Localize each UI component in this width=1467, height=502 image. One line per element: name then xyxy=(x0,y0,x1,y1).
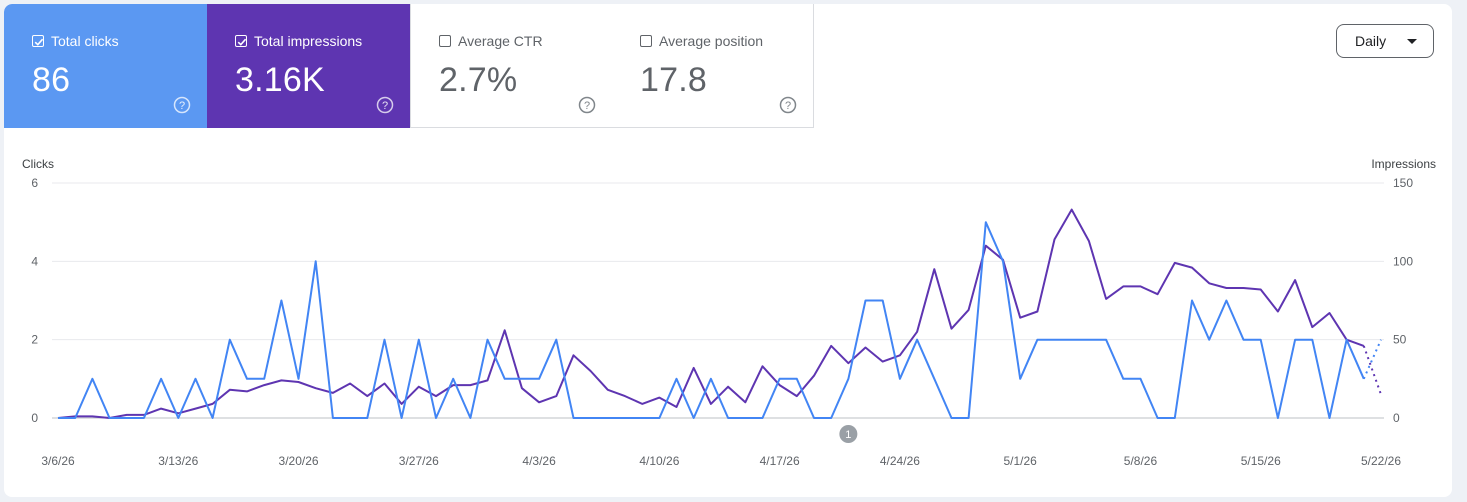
clicks-series-partial xyxy=(1362,339,1382,380)
svg-text:?: ? xyxy=(179,100,185,112)
left-tick-label: 6 xyxy=(31,176,38,190)
help-icon[interactable]: ? xyxy=(173,96,191,114)
total-clicks-checkbox[interactable] xyxy=(32,35,44,47)
x-tick-label: 4/3/26 xyxy=(522,454,556,468)
dropdown-arrow-icon xyxy=(1407,39,1417,44)
x-tick-label: 5/15/26 xyxy=(1241,454,1281,468)
right-axis-title: Impressions xyxy=(1371,157,1436,171)
average-position-tile[interactable]: Average position 17.8 ? xyxy=(612,4,814,128)
x-tick-label: 3/6/26 xyxy=(41,454,75,468)
svg-text:?: ? xyxy=(382,100,388,112)
x-tick-label: 4/24/26 xyxy=(880,454,920,468)
left-tick-label: 0 xyxy=(31,411,38,425)
x-tick-label: 5/22/26 xyxy=(1361,454,1401,468)
average-ctr-checkbox[interactable] xyxy=(439,35,451,47)
x-tick-label: 4/10/26 xyxy=(639,454,679,468)
total-clicks-tile[interactable]: Total clicks 86 ? xyxy=(4,4,207,128)
right-tick-label: 50 xyxy=(1393,333,1407,347)
left-tick-label: 4 xyxy=(31,254,38,268)
average-ctr-label-row: Average CTR xyxy=(439,33,543,49)
granularity-dropdown[interactable]: Daily xyxy=(1336,24,1434,58)
impressions-series-line xyxy=(57,208,1365,419)
chart-series xyxy=(57,208,1382,419)
average-ctr-tile[interactable]: Average CTR 2.7% ? xyxy=(410,4,613,128)
average-position-label-row: Average position xyxy=(640,33,763,49)
svg-text:?: ? xyxy=(785,100,791,112)
average-position-label: Average position xyxy=(659,33,764,49)
left-tick-label: 2 xyxy=(31,333,38,347)
left-axis-ticks: 0 2 4 6 xyxy=(31,176,38,425)
granularity-label: Daily xyxy=(1355,33,1387,49)
checkmark-icon xyxy=(34,38,44,46)
total-impressions-label-row: Total impressions xyxy=(235,33,362,49)
x-tick-label: 3/20/26 xyxy=(279,454,319,468)
right-tick-label: 100 xyxy=(1393,254,1413,268)
left-axis-title: Clicks xyxy=(22,157,54,171)
help-icon[interactable]: ? xyxy=(376,96,394,114)
total-impressions-checkbox[interactable] xyxy=(235,35,247,47)
chart-annotation: 1 xyxy=(839,425,858,443)
right-tick-label: 0 xyxy=(1393,411,1400,425)
average-position-value: 17.8 xyxy=(640,61,707,99)
annotation-label: 1 xyxy=(845,429,851,441)
impressions-series-partial xyxy=(1362,345,1382,395)
total-clicks-label: Total clicks xyxy=(51,33,119,49)
total-impressions-value: 3.16K xyxy=(235,61,325,99)
average-ctr-label: Average CTR xyxy=(458,33,543,49)
x-tick-label: 3/27/26 xyxy=(399,454,439,468)
total-impressions-label: Total impressions xyxy=(254,33,363,49)
annotation-marker[interactable]: 1 xyxy=(839,425,858,443)
total-clicks-label-row: Total clicks xyxy=(32,33,119,49)
help-icon[interactable]: ? xyxy=(578,96,596,114)
x-axis-ticks: 3/6/26 3/13/26 3/20/26 3/27/26 4/3/26 4/10/26… xyxy=(41,454,1401,468)
average-position-checkbox[interactable] xyxy=(640,35,652,47)
x-tick-label: 4/17/26 xyxy=(760,454,800,468)
svg-text:?: ? xyxy=(584,100,590,112)
x-tick-label: 3/13/26 xyxy=(158,454,198,468)
checkmark-icon xyxy=(237,38,247,46)
performance-card: Total clicks 86 ? Total impressions 3.16… xyxy=(4,4,1452,497)
help-icon[interactable]: ? xyxy=(779,96,797,114)
x-tick-label: 5/8/26 xyxy=(1124,454,1158,468)
right-axis-ticks: 0 50 100 150 xyxy=(1393,176,1413,425)
average-ctr-value: 2.7% xyxy=(439,61,518,99)
total-impressions-tile[interactable]: Total impressions 3.16K ? xyxy=(207,4,410,128)
x-tick-label: 5/1/26 xyxy=(1003,454,1037,468)
right-tick-label: 150 xyxy=(1393,176,1413,190)
annotation-badge xyxy=(839,425,858,443)
total-clicks-value: 86 xyxy=(32,61,71,99)
performance-chart: Clicks Impressions 0 2 4 6 0 50 100 150 3/6/26… xyxy=(22,157,1436,468)
clicks-series-line xyxy=(58,221,1365,419)
chart-grid xyxy=(52,182,1384,419)
